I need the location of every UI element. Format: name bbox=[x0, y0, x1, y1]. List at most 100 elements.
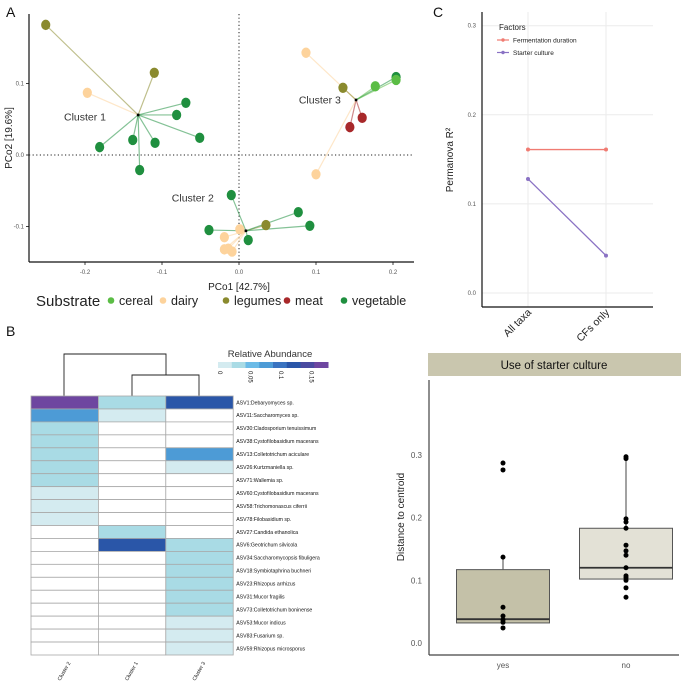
heatmap-cell bbox=[165, 473, 234, 488]
c-legend-swatch-dot bbox=[501, 50, 505, 55]
legend-label-vegetable: vegetable bbox=[352, 294, 406, 308]
heatmap-cell bbox=[30, 486, 99, 500]
column-label: Cluster 2 bbox=[57, 661, 73, 682]
data-point bbox=[623, 577, 629, 583]
legend-tick-label: 0.1 bbox=[277, 371, 283, 380]
row-label: ASV1:Debaryomyces sp. bbox=[236, 400, 294, 406]
heatmap-cell bbox=[98, 602, 167, 617]
point-cereal bbox=[370, 81, 380, 92]
heatmap-cell bbox=[30, 551, 99, 565]
d-y-label: Distance to centroid bbox=[396, 473, 407, 561]
heatmap-cell bbox=[165, 525, 234, 539]
row-label: ASV38:Cystofilobasidium macerans bbox=[236, 439, 319, 445]
series-point bbox=[526, 147, 530, 152]
cluster-label: Cluster 2 bbox=[172, 192, 214, 204]
centroid-link bbox=[87, 92, 139, 116]
a-x-tick-label: 0.2 bbox=[389, 270, 398, 276]
heatmap-cell bbox=[30, 447, 99, 462]
centroid-link bbox=[245, 225, 310, 232]
heatmap-cell bbox=[98, 499, 167, 513]
point-legumes bbox=[261, 219, 271, 231]
point-vegetable bbox=[181, 97, 191, 109]
heatmap-cell bbox=[165, 447, 234, 462]
data-point bbox=[500, 625, 506, 631]
legend-color-step bbox=[218, 362, 233, 368]
row-label: ASV11:Saccharomyces sp. bbox=[236, 413, 298, 419]
heatmap-cell bbox=[98, 486, 167, 500]
point-dairy bbox=[311, 169, 321, 180]
heatmap-cell bbox=[30, 641, 99, 656]
point-vegetable bbox=[150, 137, 160, 149]
a-legend-title: Substrate bbox=[36, 293, 100, 310]
heatmap-cell bbox=[98, 473, 167, 488]
heatmap-cell bbox=[98, 395, 167, 410]
row-label: ASV59:Rhizopus microsporus bbox=[236, 646, 305, 652]
dendrogram bbox=[63, 353, 200, 396]
point-vegetable bbox=[195, 132, 205, 144]
point-vegetable bbox=[204, 224, 214, 236]
data-point bbox=[623, 585, 629, 591]
legend-color-step bbox=[286, 362, 301, 368]
centroid-marker bbox=[354, 98, 358, 102]
heatmap-cell bbox=[165, 615, 234, 630]
centroid-link bbox=[137, 72, 155, 116]
heatmap-cell bbox=[98, 525, 167, 539]
data-point bbox=[623, 565, 629, 571]
row-label: ASV73:Colletotrichum boninense bbox=[236, 607, 312, 613]
a-x-tick-label: 0.1 bbox=[312, 270, 321, 276]
c-legend-label: Starter culture bbox=[513, 50, 554, 57]
c-x-tick-label: All taxa bbox=[501, 307, 534, 340]
c-legend-title: Factors bbox=[499, 23, 526, 32]
heatmap-cell bbox=[30, 421, 99, 436]
row-label: ASV18:Symbiotaphrina buchneri bbox=[236, 569, 311, 575]
a-y-tick-label: 0.0 bbox=[16, 153, 25, 159]
heatmap: ASV1:Debaryomyces sp. ASV11:Saccharomyces… bbox=[30, 349, 329, 682]
heatmap-cell bbox=[98, 447, 167, 462]
row-label: ASV71:Wallemia sp. bbox=[236, 478, 283, 484]
heatmap-cell bbox=[30, 460, 99, 475]
heatmap-cell bbox=[165, 628, 234, 643]
d-y-tick-label: 0.1 bbox=[411, 576, 423, 585]
point-vegetable bbox=[128, 134, 138, 146]
legend-swatch-dairy bbox=[159, 297, 167, 304]
legend-tick-label: 0.15 bbox=[308, 371, 314, 383]
heatmap-cell bbox=[165, 641, 234, 656]
panel-label-a: A bbox=[6, 4, 16, 20]
c-legend-swatch-dot bbox=[501, 38, 505, 42]
point-dairy bbox=[235, 224, 245, 235]
heatmap-cell bbox=[165, 395, 234, 410]
heatmap-cell bbox=[30, 602, 99, 617]
a-y-label: PCo2 [19.6%] bbox=[4, 107, 15, 169]
centroid-link bbox=[230, 194, 247, 232]
c-x-tick-label: CFs only bbox=[574, 306, 612, 344]
pcoa-plot: -0.2 -0.1 0.0 0.1 0.2 -0.1 0.0 0.1 Cluster 1 Clu… bbox=[4, 14, 414, 310]
row-label: ASV23:Rhizopus arrhizus bbox=[236, 582, 296, 588]
point-legumes bbox=[149, 67, 159, 78]
legend-swatch-vegetable bbox=[340, 297, 348, 304]
data-point bbox=[623, 542, 629, 548]
legend-tick-label: 0.05 bbox=[247, 371, 253, 383]
legend-color-step bbox=[314, 362, 329, 368]
legend-color-step bbox=[231, 362, 246, 368]
heatmap-cell bbox=[98, 615, 167, 630]
point-legumes bbox=[338, 82, 348, 93]
row-label: ASV83:Fusarium sp. bbox=[236, 633, 284, 639]
heatmap-cell bbox=[98, 512, 167, 526]
heatmap-cell bbox=[98, 641, 167, 656]
heatmap-cell bbox=[98, 434, 167, 449]
heatmap-cell bbox=[30, 434, 99, 449]
row-label: ASV34:Saccharomycopsis fibuligera bbox=[236, 556, 320, 562]
cluster-label: Cluster 1 bbox=[64, 112, 106, 124]
d-y-tick-label: 0.2 bbox=[411, 514, 423, 523]
a-legend: Substrate cereal dairy legumes meat vegetabl… bbox=[36, 293, 406, 310]
permanova-plot: 0.0 0.1 0.2 0.3 All taxa CFs only Permanova R… bbox=[445, 12, 653, 344]
heatmap-cell bbox=[165, 512, 234, 526]
heatmap-cell bbox=[30, 538, 99, 552]
heatmap-cell bbox=[165, 589, 234, 604]
heatmap-cell bbox=[98, 563, 167, 578]
b-legend-title: Relative Abundance bbox=[228, 349, 313, 360]
heatmap-cell bbox=[165, 434, 234, 449]
heatmap-cell bbox=[30, 563, 99, 578]
d-x-tick-label: yes bbox=[497, 661, 509, 670]
centroid-link bbox=[137, 114, 141, 171]
